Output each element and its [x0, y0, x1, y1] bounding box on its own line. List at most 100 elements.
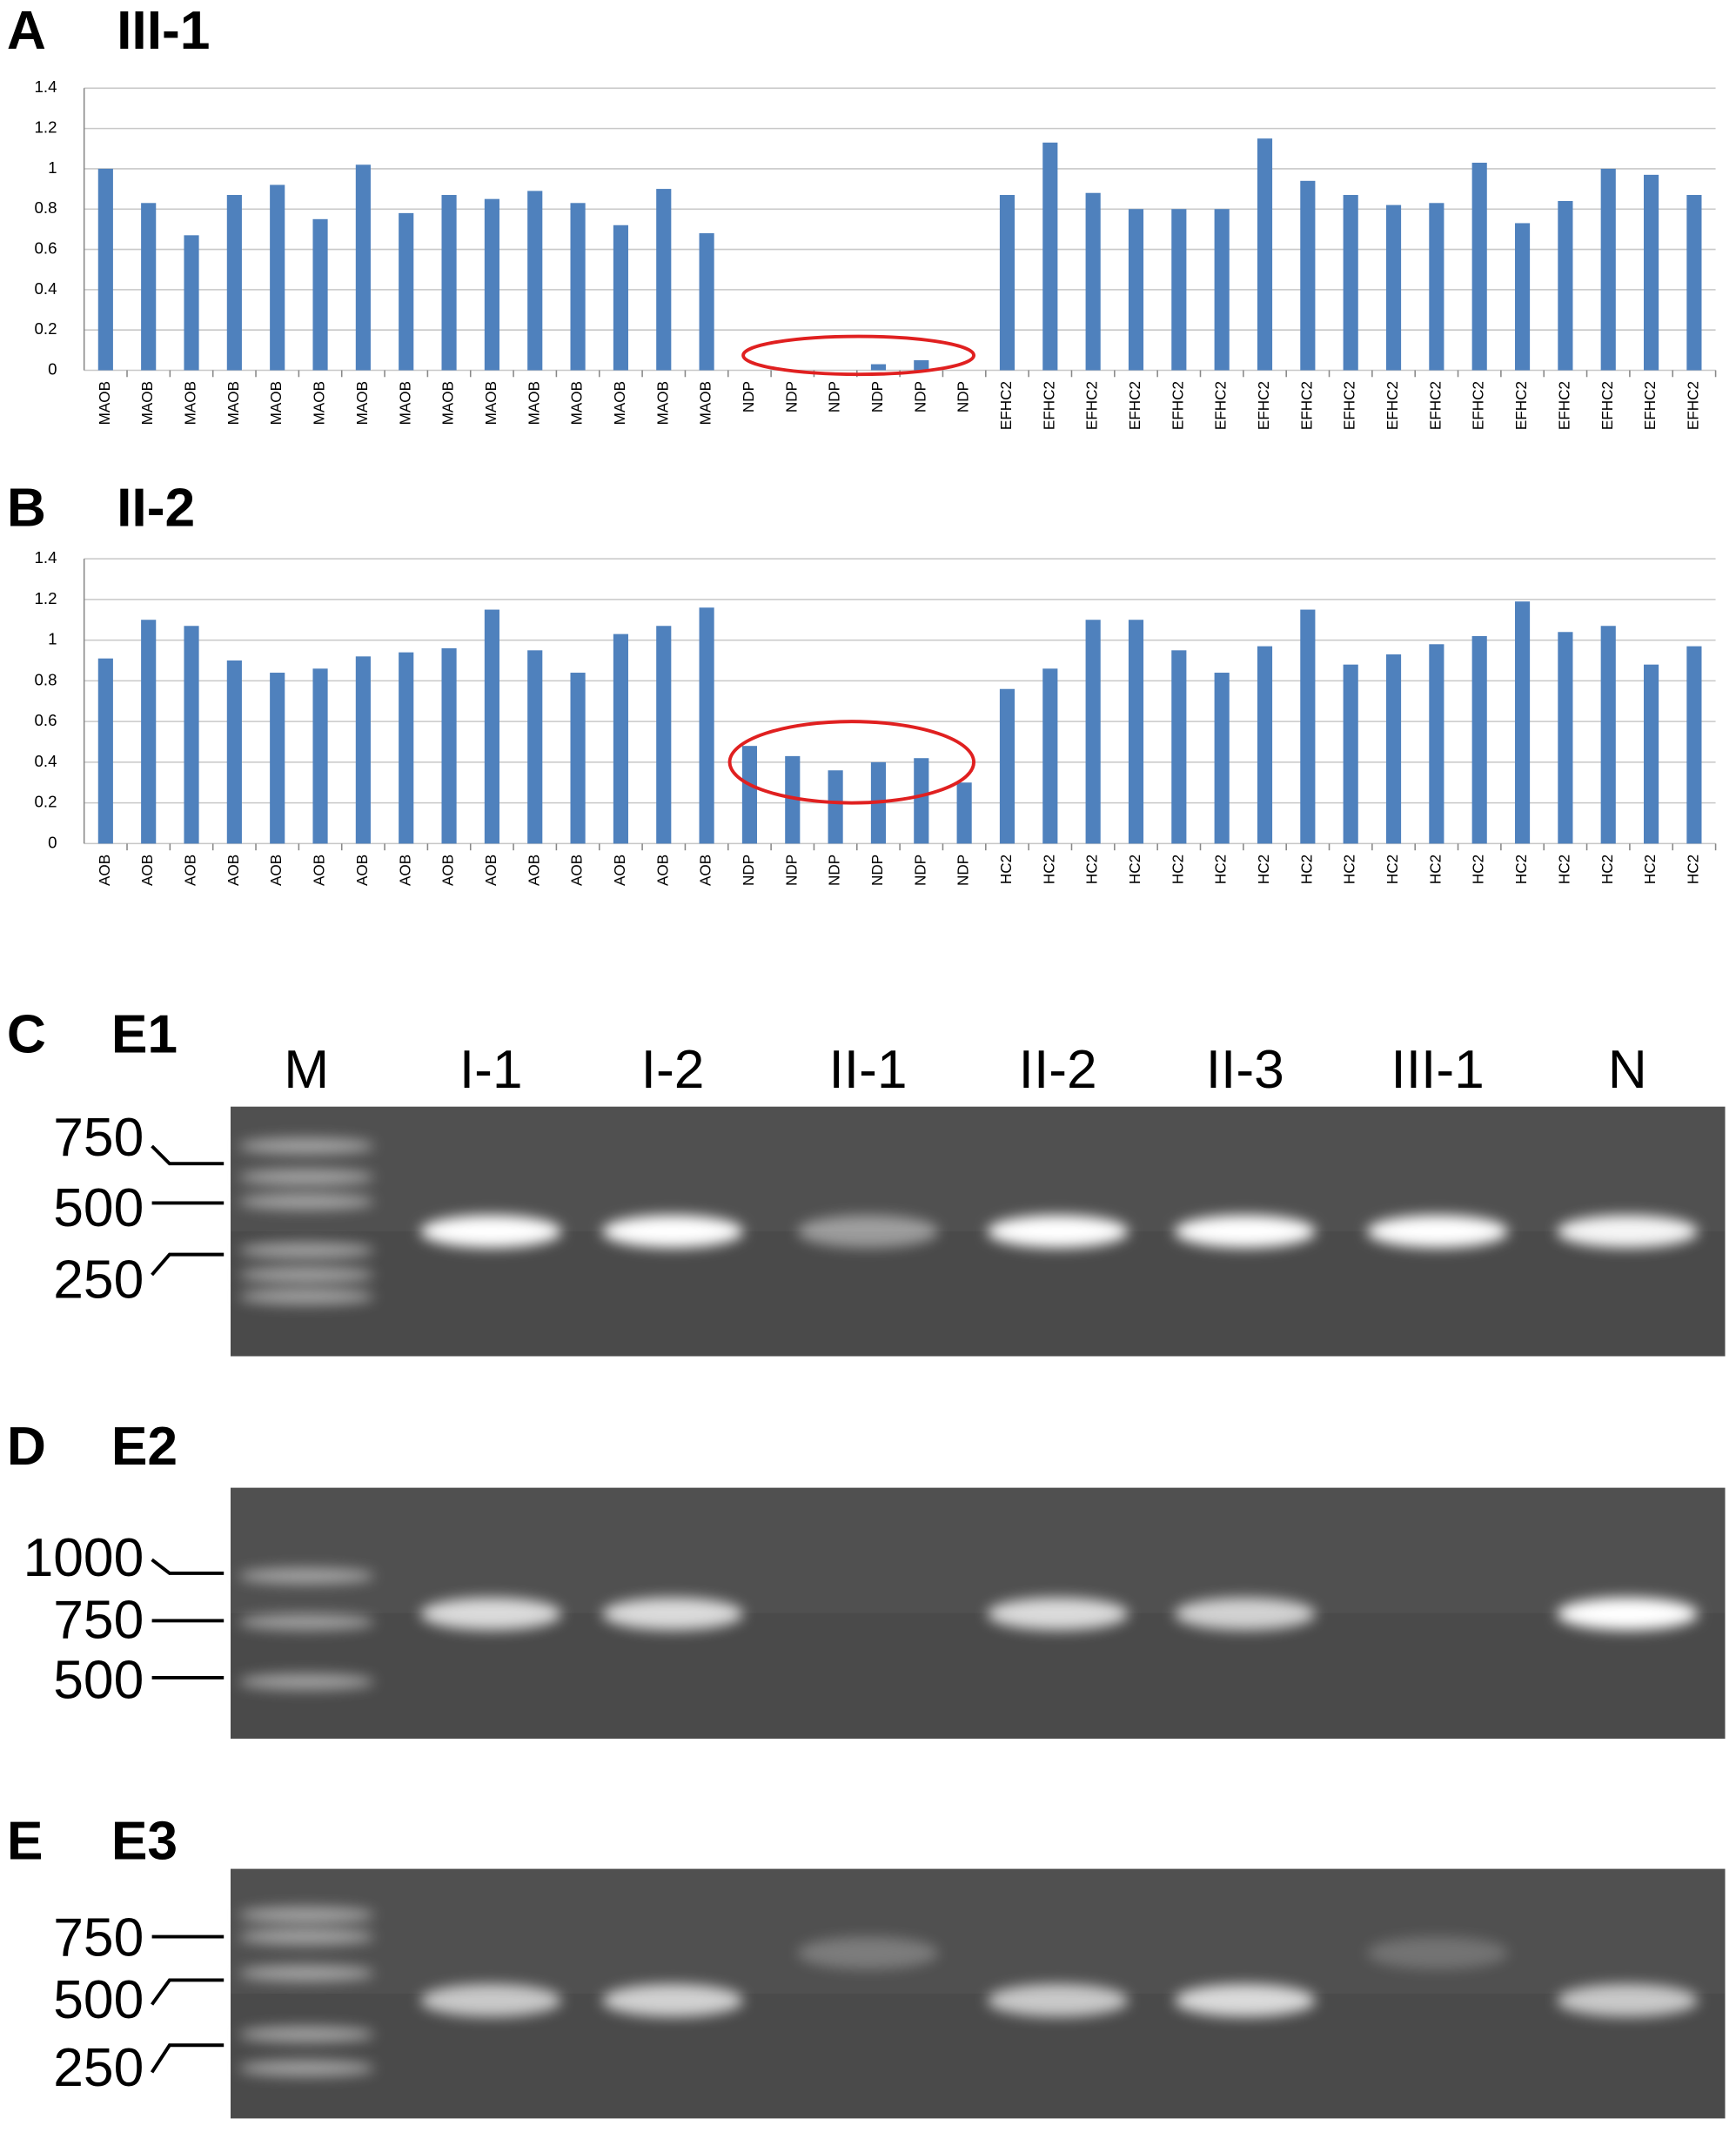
bar — [999, 195, 1015, 371]
dna-band — [602, 1597, 744, 1631]
gel-title: E1 — [111, 1004, 178, 1064]
x-tick-label: NDP — [740, 381, 757, 412]
x-tick-label: AOB — [439, 855, 457, 886]
marker-label: 500 — [53, 1650, 144, 1710]
bar — [355, 164, 371, 371]
x-tick-label: AOB — [525, 855, 542, 886]
lane-label: II-1 — [828, 1040, 907, 1100]
x-tick-label: MAOB — [182, 381, 199, 425]
x-tick-label: HC2 — [1684, 855, 1701, 884]
x-tick-label: HC2 — [1169, 855, 1186, 884]
marker-label: 250 — [53, 2038, 144, 2098]
marker-label: 1000 — [23, 1528, 144, 1588]
bar — [527, 191, 543, 371]
lane-label: II-2 — [1019, 1040, 1097, 1100]
highlight-ellipse — [727, 720, 976, 805]
bar — [613, 225, 628, 371]
x-tick-label: EFHC2 — [1083, 381, 1101, 430]
marker-label: 500 — [53, 1178, 144, 1238]
x-tick-label: NDP — [782, 855, 800, 886]
x-tick-label: AOB — [697, 855, 714, 886]
bar — [1343, 664, 1358, 844]
dna-band — [987, 1597, 1129, 1631]
ladder-band — [238, 2060, 375, 2077]
bar — [1643, 174, 1659, 371]
bar — [1214, 673, 1230, 844]
bar — [141, 203, 157, 371]
x-tick-label: MAOB — [525, 381, 542, 425]
x-tick-label: MAOB — [439, 381, 457, 425]
ladder-band — [238, 1242, 375, 1259]
bar — [226, 195, 242, 371]
dna-band — [1557, 1215, 1699, 1248]
ladder-band — [238, 1266, 375, 1284]
panel-label: C — [7, 1004, 46, 1064]
x-tick-label: MAOB — [267, 381, 285, 425]
x-tick-label: AOB — [654, 855, 671, 886]
y-tick-label: 0.6 — [35, 238, 57, 257]
x-tick-label: HC2 — [1641, 855, 1659, 884]
x-tick-label: AOB — [138, 855, 156, 886]
bar — [97, 658, 113, 844]
ladder-band — [238, 1673, 375, 1690]
dna-band — [1174, 1597, 1316, 1631]
dna-band — [1367, 1215, 1509, 1248]
x-tick-label: EFHC2 — [1297, 381, 1315, 430]
ladder-band — [238, 1567, 375, 1585]
bar — [1214, 209, 1230, 371]
bar — [399, 652, 414, 844]
x-tick-label: HC2 — [1512, 855, 1530, 884]
x-tick-label: MAOB — [311, 381, 328, 425]
x-tick-label: HC2 — [1126, 855, 1143, 884]
ladder-band — [238, 2026, 375, 2043]
bar — [570, 673, 586, 844]
y-tick-label: 1.4 — [35, 548, 57, 567]
dna-band — [1174, 1215, 1316, 1248]
gel-title: E2 — [111, 1417, 178, 1477]
gel-shade — [230, 1487, 1726, 1613]
bar — [656, 626, 672, 844]
y-tick-label: 0.8 — [35, 670, 57, 688]
bar — [1085, 620, 1101, 844]
bar — [570, 203, 586, 371]
x-tick-label: HC2 — [997, 855, 1015, 884]
bar — [785, 755, 801, 844]
x-tick-label: HC2 — [1470, 855, 1487, 884]
gel-title: E3 — [111, 1812, 178, 1872]
x-tick-label: HC2 — [1555, 855, 1572, 884]
marker-line — [150, 2043, 225, 2074]
ladder-band — [238, 1965, 375, 1982]
bar — [1429, 203, 1444, 371]
x-tick-label: NDP — [911, 381, 928, 412]
bar — [1514, 601, 1531, 844]
lane-label: M — [284, 1040, 329, 1100]
bar — [270, 673, 285, 844]
x-tick-label: MAOB — [138, 381, 156, 425]
dna-band — [1174, 1984, 1316, 2017]
bar — [141, 620, 157, 844]
y-tick-label: 1.2 — [35, 118, 57, 137]
x-tick-label: EFHC2 — [1470, 381, 1487, 430]
x-tick-label: NDP — [826, 381, 843, 412]
bar — [1171, 209, 1187, 371]
bar — [1600, 168, 1616, 371]
highlight-ellipse — [741, 334, 976, 377]
bar — [1558, 632, 1573, 844]
marker-line — [151, 1144, 225, 1166]
bar — [484, 609, 499, 844]
lane-label: I-1 — [459, 1040, 523, 1100]
x-tick-label: AOB — [225, 855, 242, 886]
x-tick-label: MAOB — [225, 381, 242, 425]
dna-band — [1557, 1984, 1699, 2017]
x-tick-label: AOB — [568, 855, 586, 886]
lane-label: N — [1608, 1040, 1647, 1100]
y-tick-label: 0.2 — [35, 319, 57, 338]
ladder-band — [238, 1613, 375, 1631]
bar — [1514, 223, 1531, 371]
bar — [1385, 204, 1402, 371]
panel-label: A — [7, 1, 46, 61]
lane-label: III-1 — [1391, 1040, 1484, 1100]
lane-label: I-2 — [641, 1040, 705, 1100]
